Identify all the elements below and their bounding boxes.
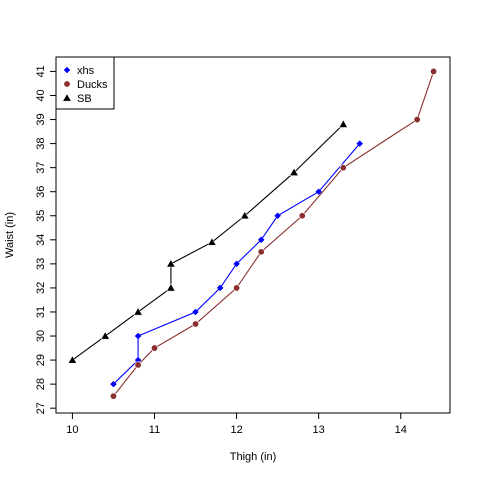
point-xhs <box>233 260 240 268</box>
x-tick-label: 13 <box>313 424 325 436</box>
y-tick-label: 31 <box>35 306 47 318</box>
series-line-xhs <box>113 143 361 385</box>
point-sb <box>240 211 250 220</box>
point-ducks <box>134 361 142 369</box>
point-xhs <box>274 212 281 220</box>
point-xhs <box>192 308 199 316</box>
x-tick-label: 12 <box>230 424 242 436</box>
legend: xhs Ducks SB <box>55 56 115 110</box>
point-sb <box>166 259 176 268</box>
point-sb <box>133 307 143 316</box>
y-tick-label: 32 <box>35 282 47 294</box>
y-tick-label: 37 <box>35 162 47 174</box>
series-line-sb <box>72 123 344 361</box>
point-xhs <box>216 284 224 292</box>
point-ducks <box>109 392 117 400</box>
legend-label-ducks: Ducks <box>77 79 108 91</box>
legend-label-sb: SB <box>77 93 92 105</box>
series-layer <box>67 67 438 400</box>
x-axis: 10 11 12 13 14 <box>66 413 407 436</box>
series-line-ducks <box>113 71 435 397</box>
legend-marker-xhs <box>63 66 71 74</box>
y-tick-label: 41 <box>35 65 47 77</box>
point-sb <box>338 119 348 128</box>
point-sb <box>207 237 217 246</box>
point-ducks <box>430 67 438 75</box>
point-xhs <box>257 236 265 244</box>
point-sb <box>67 355 78 364</box>
point-ducks <box>151 344 159 352</box>
legend-label-xhs: xhs <box>77 65 95 77</box>
point-ducks <box>257 248 265 256</box>
y-axis: 27 28 29 30 31 32 33 34 35 36 37 38 39 40 41 <box>35 65 56 414</box>
legend-marker-sb <box>62 93 72 102</box>
y-tick-label: 38 <box>35 137 47 149</box>
point-xhs <box>315 188 323 196</box>
point-ducks <box>298 212 306 220</box>
x-tick-label: 11 <box>149 424 160 436</box>
point-sb <box>166 283 176 292</box>
plot-frame <box>55 56 451 414</box>
legend-marker-ducks <box>63 80 71 88</box>
point-sb <box>289 167 299 176</box>
point-ducks <box>192 320 200 328</box>
y-tick-label: 30 <box>35 330 47 342</box>
y-tick-label: 27 <box>35 402 47 414</box>
y-tick-label: 34 <box>35 234 47 246</box>
point-xhs <box>110 380 117 388</box>
x-tick-label: 14 <box>395 424 407 436</box>
y-tick-label: 33 <box>35 258 47 270</box>
y-tick-label: 28 <box>35 378 47 390</box>
series-sb <box>67 119 348 364</box>
point-sb <box>100 331 110 340</box>
y-tick-label: 40 <box>35 89 47 101</box>
point-ducks <box>233 284 241 292</box>
x-tick-label: 10 <box>66 424 78 436</box>
y-tick-label: 29 <box>35 354 47 366</box>
y-axis-title: Waist (in) <box>4 212 16 258</box>
point-xhs <box>134 332 142 340</box>
y-tick-label: 35 <box>35 210 47 222</box>
x-axis-title: Thigh (in) <box>230 451 276 463</box>
series-ducks <box>109 67 438 400</box>
y-tick-label: 39 <box>35 113 47 125</box>
y-tick-label: 36 <box>35 186 47 198</box>
point-xhs <box>356 140 364 147</box>
point-ducks <box>339 164 347 172</box>
series-xhs <box>110 140 364 388</box>
point-ducks <box>413 116 421 124</box>
